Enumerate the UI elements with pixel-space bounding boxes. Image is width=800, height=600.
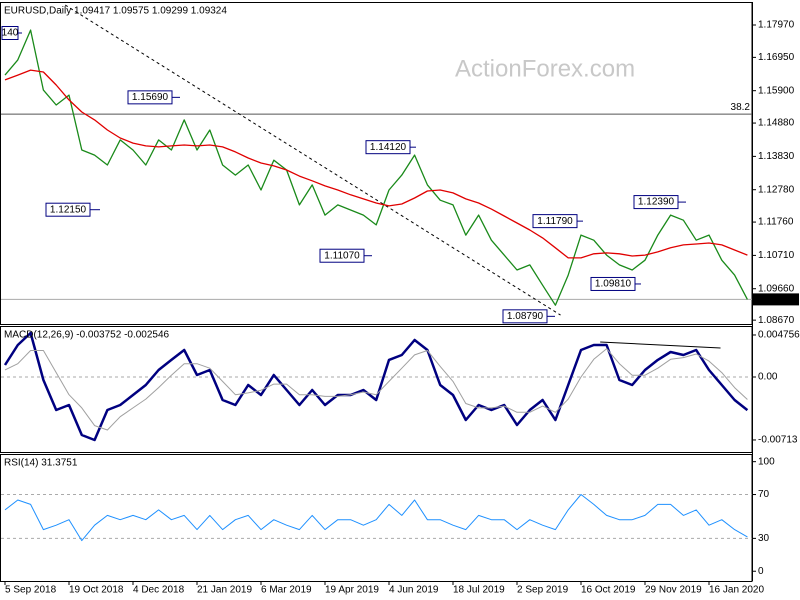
annotation-label: 1.09810 xyxy=(595,279,632,290)
x-tick-label: 6 Mar 2019 xyxy=(261,585,312,596)
annotation-label: 1.14120 xyxy=(370,142,407,153)
y-tick-label: 70 xyxy=(758,489,770,500)
annotation-box xyxy=(633,195,679,210)
annotation-box xyxy=(502,309,548,324)
x-tick-label: 4 Jun 2019 xyxy=(389,585,439,596)
annotation-label: 1.15690 xyxy=(132,92,169,103)
series-line xyxy=(4,348,748,431)
x-tick-label: 21 Jan 2019 xyxy=(197,585,252,596)
y-tick-label: -0.00713 xyxy=(758,435,798,446)
annotation-label: 1.08790 xyxy=(507,311,544,322)
annotation-box xyxy=(1,26,19,40)
trendline xyxy=(64,4,561,316)
y-tick-label: 1.10710 xyxy=(758,250,795,261)
x-tick-label: 19 Apr 2019 xyxy=(325,585,379,596)
series-line xyxy=(4,494,748,542)
annotation-label: 1.12390 xyxy=(638,197,675,208)
last-price-box xyxy=(753,293,799,306)
annotation-box xyxy=(45,202,91,217)
annotation-label: 1.11790 xyxy=(537,216,573,227)
y-tick-label: 1.13830 xyxy=(758,151,795,162)
x-tick-label: 5 Sep 2018 xyxy=(5,585,57,596)
annotation-label: 1.11070 xyxy=(324,250,360,261)
panel-title: RSI(14) 31.3751 xyxy=(4,458,78,469)
y-tick-label: 1.08670 xyxy=(758,315,795,326)
y-tick-label: 1.17970 xyxy=(758,20,795,31)
y-tick-label: 1.12780 xyxy=(758,184,795,195)
x-tick-label: 2 Sep 2019 xyxy=(517,585,569,596)
series-line xyxy=(4,29,748,306)
y-tick-label: 1.16950 xyxy=(758,52,795,63)
x-tick-label: 16 Oct 2019 xyxy=(581,585,636,596)
series-line xyxy=(3,331,749,442)
x-tick-label: 29 Nov 2019 xyxy=(645,585,702,596)
annotation-label: 1.12150 xyxy=(50,204,87,215)
annotation-label: 140 xyxy=(2,28,19,39)
x-tick-label: 4 Dec 2018 xyxy=(133,585,185,596)
y-tick-label: 0.00 xyxy=(758,372,778,383)
y-tick-label: 1.15900 xyxy=(758,85,795,96)
series-line xyxy=(4,69,748,259)
panel-title: MACD(12,26,9) -0.003752 -0.002546 xyxy=(4,330,170,341)
panel-title: EURUSD,Daily 1.09417 1.09575 1.09299 1.0… xyxy=(4,6,227,17)
y-tick-label: 30 xyxy=(758,533,770,544)
y-tick-label: 1.14880 xyxy=(758,118,795,129)
annotation-box xyxy=(532,214,578,229)
x-tick-label: 18 Jul 2019 xyxy=(453,585,505,596)
level-label: 38.2 xyxy=(731,102,751,113)
y-tick-label: 100 xyxy=(758,456,775,467)
watermark: ActionForex.com xyxy=(455,55,635,82)
y-tick-label: 1.09660 xyxy=(758,283,795,294)
annotation-box xyxy=(365,140,411,155)
annotation-box xyxy=(319,248,365,263)
y-tick-label: 0.004756 xyxy=(758,330,800,341)
trendline xyxy=(600,341,721,349)
x-tick-label: 19 Oct 2018 xyxy=(69,585,124,596)
annotation-box xyxy=(127,90,173,105)
annotation-box xyxy=(590,276,636,291)
last-price-label: 1.09324 xyxy=(758,294,795,305)
x-tick-label: 16 Jan 2020 xyxy=(709,585,764,596)
y-tick-label: 1.11760 xyxy=(758,217,794,228)
y-tick-label: 0 xyxy=(758,566,764,577)
